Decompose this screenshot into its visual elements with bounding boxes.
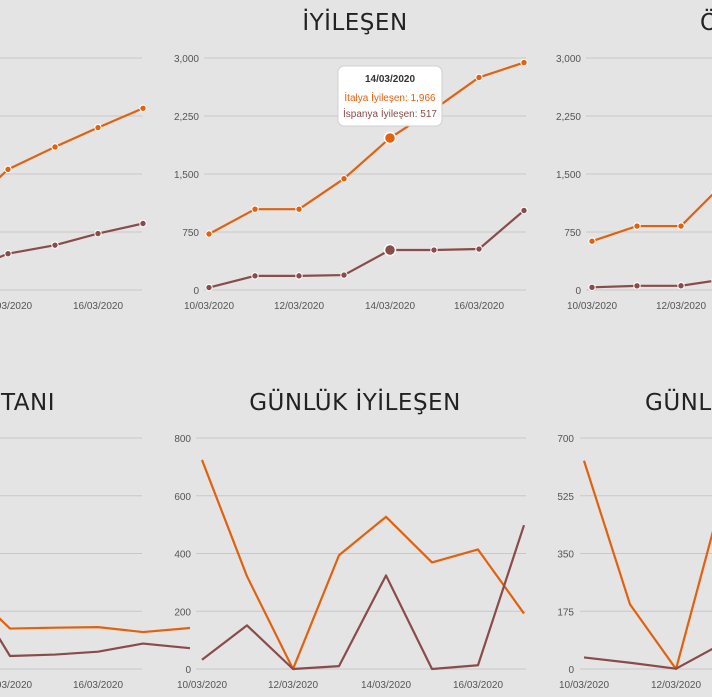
data-point [139, 104, 147, 112]
y-tick-label: 0 [185, 665, 191, 676]
data-point [588, 283, 596, 291]
x-tick-label: 03/2020 [0, 301, 33, 312]
series-line-spain [583, 647, 712, 670]
series-line-italy [200, 459, 525, 671]
data-point [4, 165, 12, 174]
data-point [677, 282, 685, 290]
y-tick-label: 0 [575, 286, 581, 297]
chart-panel-4: 03/2020 16/03/2020 TANI [0, 390, 191, 691]
x-tick-label: 10/03/2020 [559, 680, 609, 691]
series-line-italy [208, 61, 525, 235]
chart-title: GÜNL [645, 388, 712, 416]
y-tick-label: 600 [174, 492, 191, 503]
chart-title: İYİLEŞEN [302, 8, 407, 36]
x-tick-label: 16/03/2020 [453, 680, 503, 691]
data-point [340, 175, 348, 183]
data-point [251, 272, 259, 280]
y-tick-label: 200 [174, 607, 191, 618]
series-line-spain [0, 222, 144, 259]
chart-panel-5: 0 200 400 600 800 10/03/2020 12/03/2020 14/03/2… [174, 388, 526, 691]
chart-panel-6: 0 175 350 525 700 10/03/2020 12/03/2020 GÜNL [557, 388, 712, 691]
data-point [51, 241, 59, 249]
data-point [633, 282, 641, 290]
y-tick-label: 750 [564, 228, 581, 239]
tooltip-italy: İtalya İyileşen: 1,966 [344, 91, 436, 104]
series-line-italy [0, 107, 144, 179]
data-point [520, 58, 528, 67]
data-point [340, 271, 348, 279]
data-point [383, 131, 397, 145]
x-tick-label: 16/03/2020 [73, 680, 123, 691]
y-tick-label: 0 [193, 286, 199, 297]
y-tick-label: 750 [182, 228, 199, 239]
x-tick-label: 10/03/2020 [177, 680, 227, 691]
data-point [475, 73, 483, 82]
chart-title: Ö [700, 8, 712, 36]
data-point [633, 222, 641, 230]
chart-panel-2: 0 750 1,500 2,250 3,000 10/03/2020 12/03/2020 1… [174, 8, 528, 312]
series-line-spain [201, 524, 526, 671]
data-point [251, 205, 259, 213]
data-point [4, 249, 12, 258]
data-point [588, 237, 596, 245]
tooltip-spain: İspanya İyileşen: 517 [343, 107, 437, 120]
chart-panel-3: 0 750 1,500 2,250 3,000 10/03/2020 12/03/2020 Ö [556, 8, 712, 312]
y-tick-label: 1,500 [556, 170, 581, 181]
data-point [520, 206, 528, 215]
x-tick-label: 14/03/2020 [365, 301, 415, 312]
series-line-spain [591, 280, 712, 289]
x-tick-label: 12/03/2020 [656, 301, 706, 312]
y-tick-label: 0 [568, 665, 574, 676]
data-point [94, 123, 102, 132]
data-point [295, 205, 303, 213]
y-tick-label: 2,250 [556, 112, 581, 123]
data-point [383, 243, 397, 257]
y-tick-label: 3,000 [174, 54, 199, 65]
data-point [139, 219, 147, 228]
series-line-italy [582, 460, 712, 671]
y-tick-label: 525 [557, 492, 574, 503]
tooltip: 14/03/2020 İtalya İyileşen: 1,966 İspanya … [337, 65, 443, 127]
x-tick-label: 16/03/2020 [73, 301, 123, 312]
x-tick-label: 12/03/2020 [274, 301, 324, 312]
x-tick-label: 10/03/2020 [567, 301, 617, 312]
y-tick-label: 400 [174, 550, 191, 561]
data-point [205, 230, 213, 238]
y-tick-label: 2,250 [174, 112, 199, 123]
x-tick-label: 12/03/2020 [268, 680, 318, 691]
y-tick-label: 350 [557, 550, 574, 561]
data-point [94, 229, 102, 238]
chart-title: TANI [0, 390, 55, 416]
series-line-spain [0, 637, 191, 658]
y-tick-label: 700 [557, 434, 574, 445]
x-tick-label: 03/2020 [0, 680, 33, 691]
chart-title: GÜNLÜK İYİLEŞEN [249, 388, 461, 416]
data-point [51, 143, 59, 151]
data-point [475, 245, 483, 253]
tooltip-box [337, 65, 443, 127]
y-tick-label: 800 [174, 434, 191, 445]
data-point [430, 246, 438, 254]
x-tick-label: 12/03/2020 [651, 680, 701, 691]
x-tick-label: 10/03/2020 [184, 301, 234, 312]
y-tick-label: 3,000 [556, 54, 581, 65]
x-tick-label: 16/03/2020 [454, 301, 504, 312]
y-tick-label: 1,500 [174, 170, 199, 181]
data-point [295, 272, 303, 280]
series-line-italy [591, 193, 712, 243]
x-tick-label: 14/03/2020 [361, 680, 411, 691]
tooltip-date: 14/03/2020 [365, 74, 415, 85]
y-tick-label: 175 [557, 607, 574, 618]
series-line-spain [208, 209, 525, 289]
data-point [677, 222, 685, 230]
data-point [205, 283, 213, 292]
series-line-italy [0, 617, 191, 634]
chart-panel-1: 03/2020 16/03/2020 [0, 57, 147, 312]
